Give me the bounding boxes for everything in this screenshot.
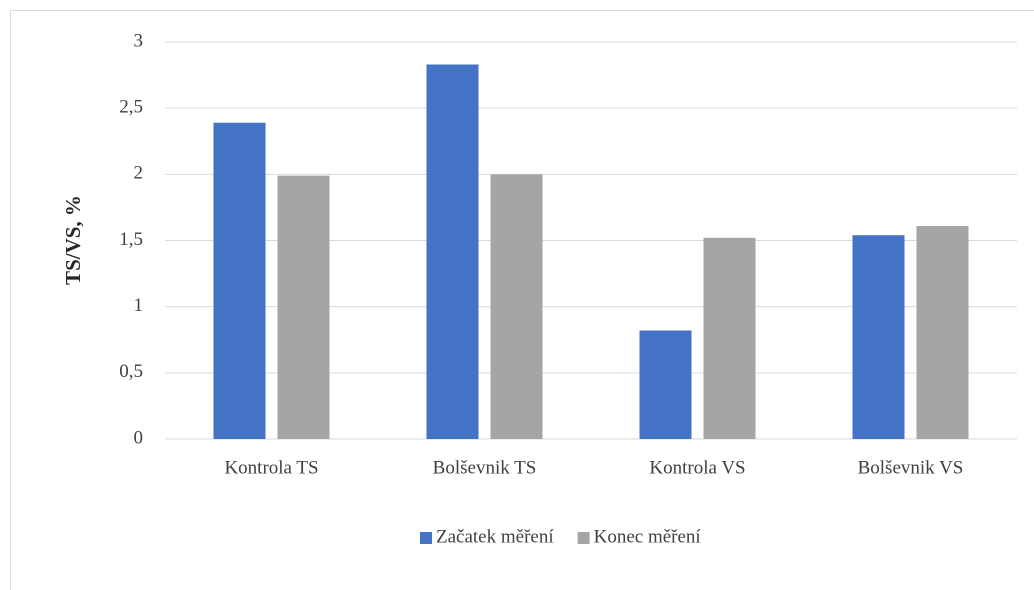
y-tick-label: 2,5 <box>119 97 143 118</box>
y-tick-label: 3 <box>134 30 144 51</box>
y-tick-label: 1,5 <box>119 229 143 250</box>
legend-label: Začatek měření <box>436 526 554 547</box>
bar <box>426 64 479 439</box>
bar <box>852 235 905 439</box>
bar <box>639 330 692 439</box>
x-tick-label: Bolševnik TS <box>433 457 537 478</box>
x-tick-label: Kontrola VS <box>649 457 745 478</box>
bar <box>916 225 969 439</box>
y-tick-label: 0,5 <box>119 361 143 382</box>
bar <box>213 122 266 440</box>
y-axis-label: TS/VS, % <box>61 195 85 285</box>
y-tick-label: 2 <box>134 163 144 184</box>
x-tick-label: Kontrola TS <box>224 457 318 478</box>
legend-label: Konec měření <box>594 526 702 547</box>
legend-swatch <box>420 532 432 544</box>
y-tick-label: 0 <box>134 427 144 448</box>
legend-swatch <box>577 532 590 544</box>
y-tick-label: 1 <box>134 295 144 316</box>
x-tick-label: Bolševnik VS <box>858 457 964 478</box>
bar <box>277 175 330 439</box>
bar <box>490 174 543 440</box>
bar <box>703 237 756 439</box>
